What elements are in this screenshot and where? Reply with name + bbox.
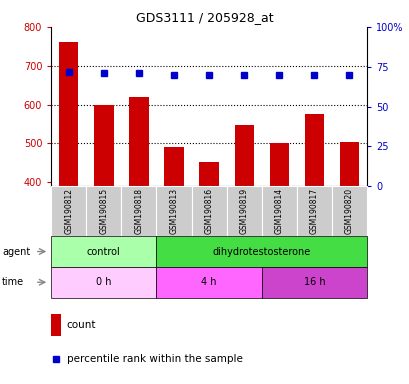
Text: time: time (2, 277, 24, 287)
Text: 4 h: 4 h (201, 277, 216, 287)
Text: 0 h: 0 h (96, 277, 111, 287)
Bar (296, 186, 331, 236)
Bar (156, 267, 261, 298)
Bar (86, 186, 121, 236)
Bar (156, 186, 191, 236)
Bar (156, 236, 366, 267)
Text: GSM190816: GSM190816 (204, 188, 213, 234)
Text: percentile rank within the sample: percentile rank within the sample (67, 354, 242, 364)
Bar (191, 186, 226, 236)
Bar (51, 236, 156, 267)
Bar (199, 162, 218, 186)
Bar (331, 186, 366, 236)
Text: 16 h: 16 h (303, 277, 324, 287)
Bar (269, 143, 288, 186)
Bar (339, 142, 358, 186)
Bar (129, 97, 148, 186)
Text: count: count (67, 320, 96, 330)
Bar (261, 186, 296, 236)
Bar (94, 104, 113, 186)
Bar (51, 186, 86, 236)
Text: GSM190815: GSM190815 (99, 188, 108, 234)
Bar (304, 114, 323, 186)
Text: GSM190819: GSM190819 (239, 188, 248, 234)
Bar (226, 186, 261, 236)
Text: GSM190814: GSM190814 (274, 188, 283, 234)
Text: GSM190818: GSM190818 (134, 188, 143, 234)
Text: GSM190813: GSM190813 (169, 188, 178, 234)
Text: GSM190817: GSM190817 (309, 188, 318, 234)
Text: dihydrotestosterone: dihydrotestosterone (212, 247, 310, 257)
Text: GSM190820: GSM190820 (344, 188, 353, 234)
Bar (164, 147, 183, 186)
Bar (59, 41, 78, 186)
Bar (261, 267, 366, 298)
Text: agent: agent (2, 247, 30, 257)
Bar (51, 267, 156, 298)
Text: GDS3111 / 205928_at: GDS3111 / 205928_at (136, 12, 273, 25)
Bar (234, 125, 253, 186)
Text: GSM190812: GSM190812 (64, 188, 73, 234)
Text: control: control (87, 247, 120, 257)
Bar (121, 186, 156, 236)
Bar (51, 314, 61, 336)
